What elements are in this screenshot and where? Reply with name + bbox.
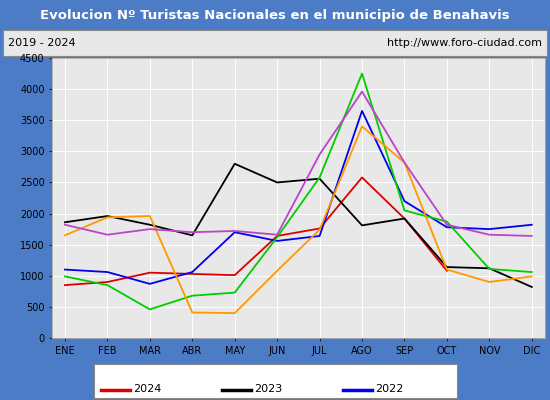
Text: 2019 - 2024: 2019 - 2024 (8, 38, 76, 48)
Text: http://www.foro-ciudad.com: http://www.foro-ciudad.com (387, 38, 542, 48)
Text: 2023: 2023 (255, 384, 283, 394)
Text: 2024: 2024 (134, 384, 162, 394)
Text: 2022: 2022 (376, 384, 404, 394)
Text: Evolucion Nº Turistas Nacionales en el municipio de Benahavis: Evolucion Nº Turistas Nacionales en el m… (40, 8, 510, 22)
